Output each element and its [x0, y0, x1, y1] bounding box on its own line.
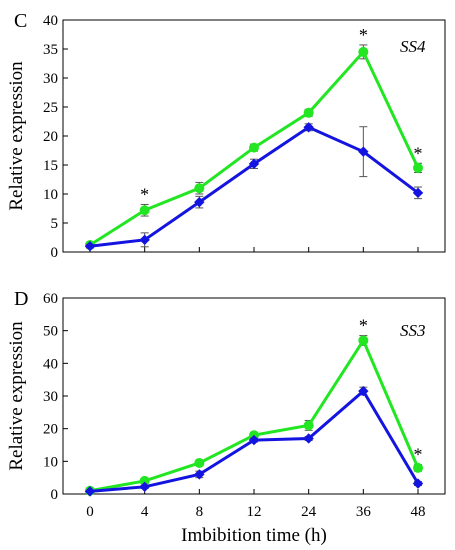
data-point: [84, 486, 96, 497]
series-1: [84, 385, 424, 497]
data-point: [358, 335, 369, 346]
series-line: [89, 337, 420, 493]
y-tick-label: 50: [43, 324, 58, 340]
series-0: [85, 44, 423, 251]
y-tick-label: 10: [43, 187, 58, 203]
y-tick-label: 0: [51, 487, 59, 503]
data-point: [303, 122, 314, 133]
significance-marker: *: [359, 316, 368, 336]
x-axis-label: Imbibition time (h): [181, 525, 327, 546]
data-point: [249, 142, 259, 153]
data-point: [303, 107, 314, 118]
y-tick-label: 30: [43, 71, 58, 87]
y-tick-label: 60: [43, 291, 58, 307]
y-axis-label: Relative expression: [6, 61, 27, 211]
data-point: [413, 462, 423, 473]
data-point: [412, 187, 424, 199]
data-point: [358, 146, 369, 157]
data-point: [248, 158, 260, 170]
y-tick-label: 35: [43, 42, 58, 58]
panel-label: D: [14, 288, 28, 310]
y-tick-label: 20: [43, 129, 58, 145]
gene-label: SS4: [400, 37, 426, 56]
data-point: [303, 433, 314, 444]
y-tick-label: 40: [43, 356, 58, 372]
plot-frame: [62, 19, 446, 253]
significance-marker: *: [359, 25, 368, 45]
y-tick-label: 5: [51, 216, 59, 232]
significance-marker: *: [140, 184, 149, 204]
data-point: [194, 469, 205, 480]
x-tick-label: 12: [247, 504, 262, 520]
data-point: [413, 162, 423, 173]
significance-marker: *: [414, 445, 423, 465]
y-tick-label: 15: [43, 158, 58, 174]
data-point: [358, 46, 369, 57]
y-tick-label: 25: [43, 100, 58, 116]
data-point: [139, 481, 150, 493]
y-tick-label: 10: [43, 454, 58, 470]
x-tick-label: 4: [141, 504, 149, 520]
y-tick-label: 40: [43, 13, 58, 29]
x-tick-label: 0: [86, 504, 94, 520]
data-point: [194, 196, 205, 208]
data-point: [139, 234, 150, 246]
significance-marker: *: [414, 143, 423, 163]
data-point: [139, 205, 150, 216]
series-0: [85, 335, 423, 496]
data-point: [248, 434, 260, 446]
data-point: [412, 478, 424, 489]
chart-panel-C: 0 5 10 15 20 25 30 35 40 Relative expression C SS4 *…: [6, 10, 446, 261]
y-tick-label: 0: [51, 245, 59, 261]
panel-label: C: [14, 10, 27, 32]
x-tick-label: 24: [301, 504, 317, 520]
y-tick-label: 30: [43, 389, 58, 405]
data-point: [194, 457, 205, 468]
x-tick-label: 48: [411, 504, 426, 520]
data-point: [358, 385, 369, 397]
y-tick-label: 20: [43, 422, 58, 438]
series-1: [84, 122, 424, 252]
data-point: [84, 240, 96, 252]
gene-label: SS3: [400, 321, 426, 340]
data-point: [303, 420, 314, 431]
data-point: [194, 183, 205, 194]
x-tick-label: 8: [196, 504, 204, 520]
x-tick-label: 36: [356, 504, 372, 520]
y-axis-label: Relative expression: [6, 321, 27, 471]
